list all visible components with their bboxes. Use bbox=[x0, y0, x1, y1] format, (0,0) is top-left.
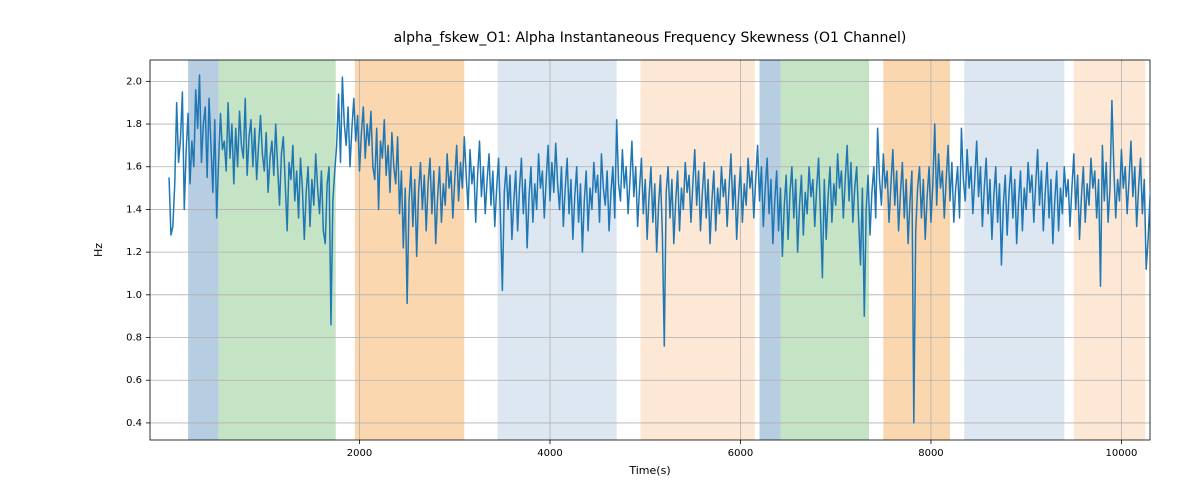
xtick-label: 2000 bbox=[347, 448, 372, 459]
ylabel: Hz bbox=[92, 243, 105, 257]
xtick-label: 8000 bbox=[918, 448, 943, 459]
xlabel: Time(s) bbox=[628, 464, 670, 477]
chart-svg: 2000 4000 6000 8000 10000 0.4 0.6 0.8 1.0 1.2 1.4 1… bbox=[0, 0, 1200, 500]
band-5 bbox=[760, 60, 781, 440]
band-7 bbox=[883, 60, 950, 440]
ytick-label: 1.2 bbox=[126, 247, 142, 258]
ytick-label: 0.4 bbox=[126, 418, 142, 429]
ytick-label: 1.8 bbox=[126, 119, 142, 130]
band-9 bbox=[1074, 60, 1145, 440]
ytick-label: 2.0 bbox=[126, 76, 142, 87]
ytick-label: 1.6 bbox=[126, 162, 142, 173]
ytick-label: 1.0 bbox=[126, 290, 142, 301]
ytick-label: 1.4 bbox=[126, 204, 142, 215]
chart-title: alpha_fskew_O1: Alpha Instantaneous Freq… bbox=[394, 30, 907, 46]
xtick-label: 4000 bbox=[537, 448, 562, 459]
band-0 bbox=[188, 60, 218, 440]
band-8 bbox=[964, 60, 1064, 440]
band-3 bbox=[498, 60, 617, 440]
ytick-label: 0.8 bbox=[126, 333, 142, 344]
chart-container: 2000 4000 6000 8000 10000 0.4 0.6 0.8 1.0 1.2 1.4 1… bbox=[0, 0, 1200, 500]
band-6 bbox=[780, 60, 869, 440]
ytick-label: 0.6 bbox=[126, 375, 142, 386]
band-4 bbox=[640, 60, 754, 440]
band-1 bbox=[219, 60, 336, 440]
xtick-label: 10000 bbox=[1106, 448, 1138, 459]
xtick-label: 6000 bbox=[728, 448, 753, 459]
